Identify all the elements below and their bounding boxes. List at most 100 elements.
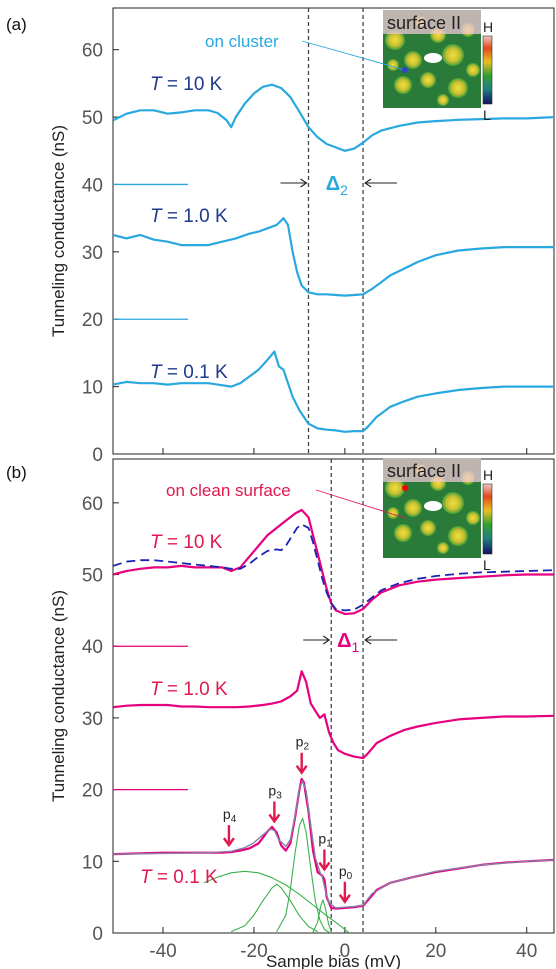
b-peak-subscript: 1 (326, 838, 332, 849)
b-inset-tip-marker (402, 485, 408, 491)
a-y-tick-label: 0 (92, 445, 103, 466)
a-series-label-var: T (150, 206, 163, 227)
a-series-group (113, 83, 554, 433)
a-series-line-0 (113, 83, 554, 152)
a-gap-label: Δ2 (326, 173, 348, 198)
b-x-tick-label: 20 (425, 941, 446, 962)
b-series-line-4 (113, 780, 554, 909)
b-series-line-1 (113, 523, 554, 612)
a-inset-cluster (387, 59, 399, 71)
a-gap-arrow-right (364, 178, 398, 188)
a-inset-color-scale (482, 35, 493, 105)
b-series-line-7 (276, 817, 330, 933)
b-peak-arrow (318, 849, 331, 872)
a-series-label-rest: = 10 K (162, 74, 223, 95)
b-gap-arrow-right (364, 635, 398, 645)
b-peak-arrow (338, 881, 351, 904)
b-panel-tag: (b) (6, 463, 27, 482)
b-peak-label: p4 (223, 806, 237, 825)
a-y-tick-label: 30 (82, 243, 103, 264)
a-inset-cluster (448, 78, 468, 98)
b-inset-cluster (404, 499, 422, 517)
b-series-label: T = 1.0 K (150, 679, 228, 700)
b-inset-cluster (466, 511, 480, 525)
a-series-line-1 (113, 217, 554, 297)
b-series-line-8 (312, 899, 332, 933)
b-inset-title-bg (383, 458, 481, 482)
b-peak-arrow (222, 825, 235, 848)
b-y-tick-label: 0 (92, 924, 103, 945)
b-peak-label: p2 (296, 734, 310, 753)
b-series-label-rest: = 10 K (162, 532, 223, 553)
a-inset-cluster (437, 94, 449, 106)
b-series-label: T = 0.1 K (140, 867, 218, 888)
b-gap-arrow-left (303, 635, 331, 645)
b-y-tick-label: 50 (82, 566, 103, 587)
a-inset-image: surface II H L (383, 10, 493, 123)
a-series-label: T = 0.1 K (150, 362, 228, 383)
a-annotation-text: on cluster (205, 32, 279, 51)
a-panel-tag: (a) (6, 15, 27, 34)
a-y-tick-label: 10 (82, 378, 103, 399)
b-x-tick-label: 40 (516, 941, 537, 962)
panel-a: (a) 0 10 20 30 40 50 60 Tunneling conductance (n… (6, 7, 555, 466)
a-inset-title-bg (383, 10, 481, 34)
b-peak-subscript: 2 (303, 742, 309, 753)
b-y-tick-label: 10 (82, 852, 103, 873)
a-y-axis-label: Tunneling conductance (nS) (49, 125, 68, 337)
b-y-axis-label: Tunneling conductance (nS) (49, 590, 68, 802)
b-inset-cluster (448, 526, 468, 546)
b-annotation-text: on clean surface (166, 481, 291, 500)
b-peak-arrow (295, 752, 308, 775)
b-peak-subscript: 4 (231, 814, 237, 825)
b-inset-image: surface II H L (383, 458, 493, 573)
b-x-tick-label: -20 (240, 941, 267, 962)
b-inset-bright-spot (424, 501, 442, 511)
a-inset-cluster (404, 51, 422, 69)
b-inset-cluster (387, 507, 399, 519)
b-x-axis-label: Sample bias (mV) (266, 952, 401, 969)
a-y-tick-label: 20 (82, 310, 103, 331)
b-inset-cluster (442, 492, 464, 514)
b-peak-subscript: 0 (347, 871, 353, 882)
b-peak-label: p0 (339, 863, 353, 882)
a-inset-cluster (394, 76, 412, 94)
a-inset-scale-top: H (483, 19, 493, 35)
b-series-line-3 (113, 777, 554, 910)
b-series-label-var: T (140, 867, 153, 888)
a-inset-tip-marker (402, 67, 408, 73)
b-y-tick-label: 20 (82, 781, 103, 802)
b-inset-cluster (385, 478, 405, 498)
b-series-label: T = 10 K (150, 532, 223, 553)
b-inset-title: surface II (387, 461, 461, 481)
a-y-tick-label: 60 (82, 41, 103, 62)
a-y-tick-label: 50 (82, 108, 103, 129)
a-series-label-rest: = 0.1 K (162, 362, 228, 383)
b-series-label-rest: = 1.0 K (162, 679, 228, 700)
b-x-tick-label: 0 (340, 941, 351, 962)
a-series-label-rest: = 1.0 K (162, 206, 228, 227)
b-inset-color-scale (482, 483, 493, 555)
a-gap-subscript: 2 (340, 182, 348, 198)
b-series-group (113, 508, 554, 933)
b-peak-subscript: 3 (276, 790, 282, 801)
b-inset-cluster (394, 524, 412, 542)
b-y-tick-label: 30 (82, 709, 103, 730)
b-y-tick-label: 60 (82, 494, 103, 515)
b-x-tick-label: -40 (149, 941, 176, 962)
b-inset-scale-top: H (483, 467, 493, 483)
a-y-tick-label: 40 (82, 175, 103, 196)
b-series-line-6 (230, 883, 318, 933)
a-inset-cluster (466, 63, 480, 77)
a-series-label-var: T (150, 362, 163, 383)
b-series-label-var: T (150, 532, 163, 553)
b-peak-label: p3 (268, 782, 282, 801)
a-plot-frame (112, 7, 555, 455)
b-series-label-rest: = 0.1 K (152, 867, 218, 888)
a-inset-cluster (442, 44, 464, 66)
a-series-label: T = 1.0 K (150, 206, 228, 227)
a-series-label: T = 10 K (150, 74, 223, 95)
a-gap-arrow-left (280, 178, 308, 188)
